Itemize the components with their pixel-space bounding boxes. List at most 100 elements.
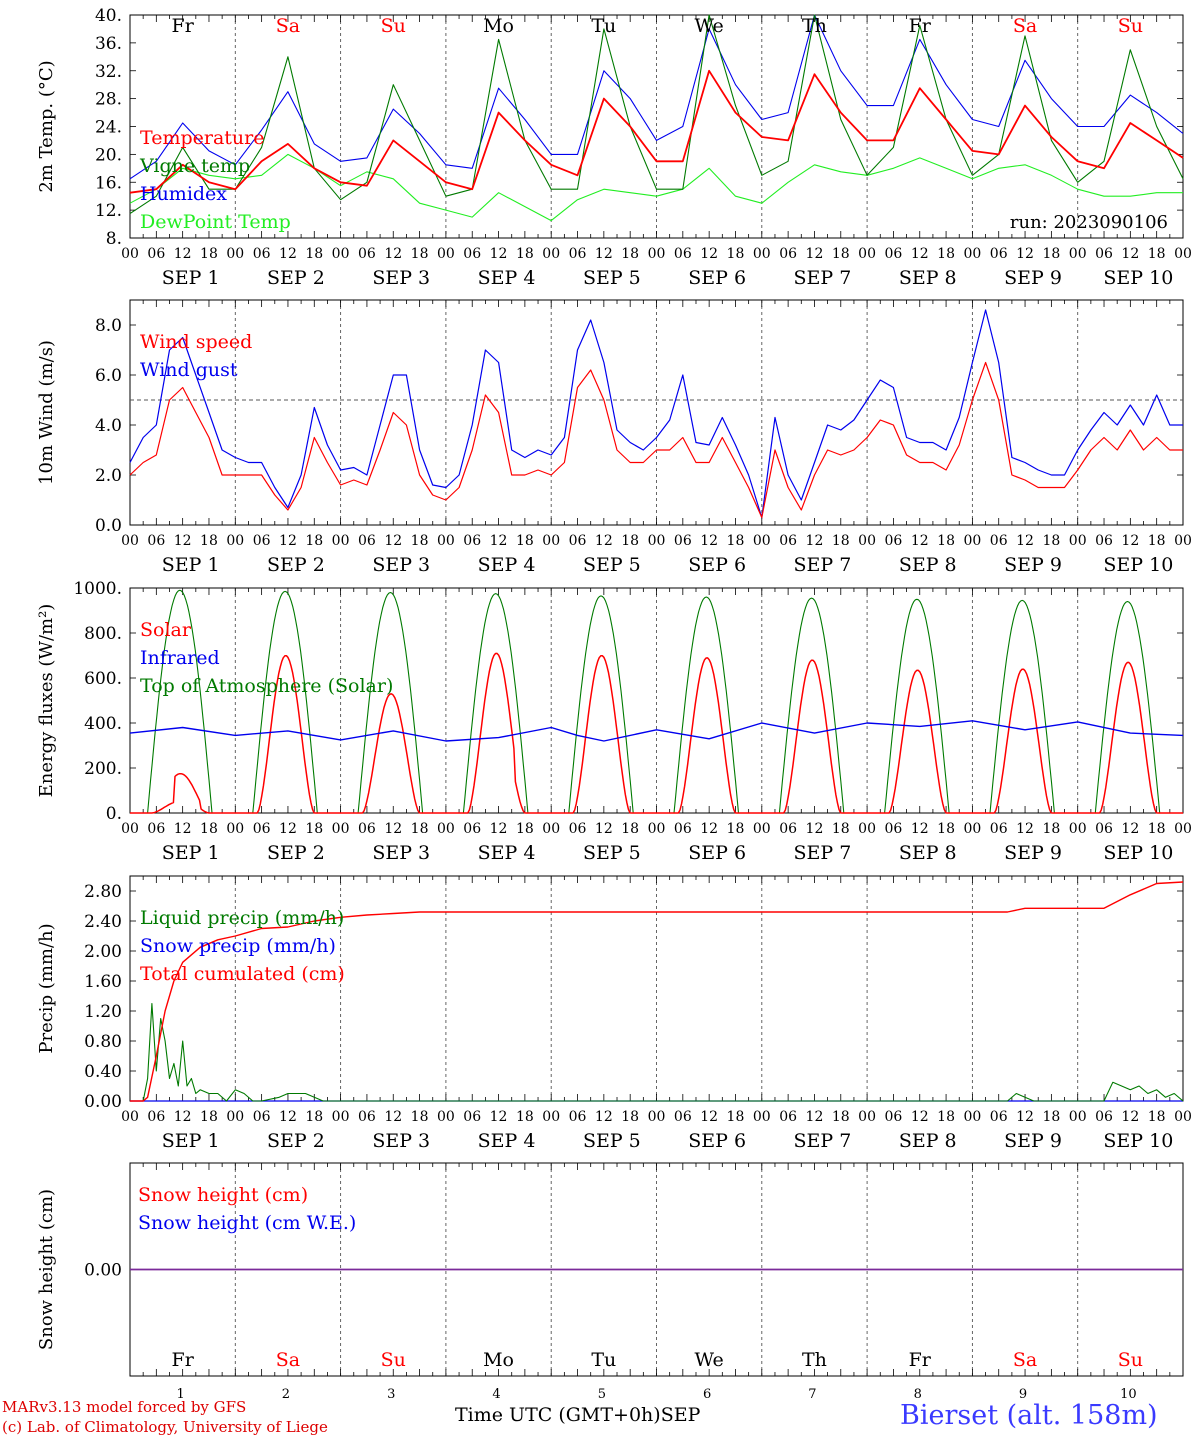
hour-tick-label: 00 [1069,246,1087,262]
series-line [130,1002,1184,1102]
series-line [130,652,1183,814]
hour-tick-label: 06 [253,533,271,549]
date-label: SEP 6 [688,842,746,864]
hour-tick-label: 00 [121,821,139,837]
hour-tick-label: 06 [779,533,797,549]
hour-tick-label: 12 [806,1109,824,1125]
y-tick-label: 6.0 [95,366,122,386]
day-of-week-label: We [695,15,724,37]
y-axis-label: Snow height (cm) [36,1189,57,1350]
date-label: SEP 8 [899,554,957,576]
hour-tick-label: 18 [937,821,955,837]
day-number-label: 1 [177,1387,185,1402]
hour-tick-label: 06 [1095,246,1113,262]
hour-tick-label: 00 [963,246,981,262]
hour-tick-label: 00 [858,246,876,262]
y-tick-label: 0.0 [95,516,122,536]
date-label: SEP 3 [372,554,430,576]
hour-tick-label: 06 [1095,533,1113,549]
hour-tick-label: 18 [516,246,534,262]
day-of-week-label: Sa [276,1349,300,1371]
date-label: SEP 4 [478,267,536,289]
y-tick-label: 2.0 [95,466,122,486]
hour-tick-label: 00 [226,821,244,837]
hour-tick-label: 06 [253,1109,271,1125]
hour-tick-label: 12 [700,533,718,549]
hour-tick-label: 00 [332,821,350,837]
hour-tick-label: 00 [648,1109,666,1125]
hour-tick-label: 00 [753,1109,771,1125]
hour-tick-label: 00 [1174,246,1192,262]
hour-tick-label: 06 [463,533,481,549]
hour-tick-label: 12 [911,821,929,837]
day-of-week-label: Fr [172,1349,195,1371]
hour-tick-label: 00 [1069,533,1087,549]
hour-tick-label: 18 [200,1109,218,1125]
hour-tick-label: 18 [305,1109,323,1125]
hour-tick-label: 12 [384,533,402,549]
y-axis-label: 2m Temp. (°C) [36,60,57,192]
legend-entry: Humidex [140,183,227,205]
date-label: SEP 5 [583,1130,641,1152]
hour-tick-label: 12 [700,246,718,262]
date-label: SEP 8 [899,842,957,864]
hour-tick-label: 06 [779,246,797,262]
hour-tick-label: 06 [358,821,376,837]
day-of-week-label: Sa [276,15,300,37]
date-label: SEP 10 [1103,842,1173,864]
hour-tick-label: 06 [1095,821,1113,837]
hour-tick-label: 06 [569,533,587,549]
y-tick-label: 20. [95,145,122,165]
y-tick-label: 1.60 [84,972,122,992]
hour-tick-label: 12 [174,821,192,837]
hour-tick-label: 06 [674,821,692,837]
day-of-week-label: Su [1118,1349,1143,1371]
hour-tick-label: 00 [963,821,981,837]
date-label: SEP 1 [162,267,220,289]
hour-tick-label: 00 [648,821,666,837]
hour-tick-label: 18 [1148,533,1166,549]
hour-tick-label: 12 [1016,1109,1034,1125]
panel-frame [129,587,1184,814]
hour-tick-label: 12 [1121,821,1139,837]
hour-tick-label: 00 [1174,533,1192,549]
hour-tick-label: 12 [490,533,508,549]
legend-entry: Snow precip (mm/h) [140,935,336,957]
date-label: SEP 7 [794,842,852,864]
hour-tick-label: 06 [463,246,481,262]
hour-tick-label: 18 [621,533,639,549]
hour-tick-label: 06 [147,533,165,549]
y-tick-label: 32. [95,62,122,82]
hour-tick-label: 12 [490,1109,508,1125]
hour-tick-label: 12 [174,246,192,262]
hour-tick-label: 00 [858,1109,876,1125]
day-of-week-label: Mo [483,15,514,37]
day-number-label: 3 [387,1387,395,1402]
hour-tick-label: 06 [885,246,903,262]
hour-tick-label: 18 [727,1109,745,1125]
hour-tick-label: 06 [990,821,1008,837]
hour-tick-label: 12 [595,1109,613,1125]
legend-entry: Wind speed [140,331,252,353]
hour-tick-label: 00 [121,533,139,549]
date-label: SEP 6 [688,554,746,576]
day-number-label: 6 [703,1387,711,1402]
x-axis-title: Time UTC (GMT+0h)SEP [455,1404,700,1426]
day-of-week-label: Su [1118,15,1143,37]
hour-tick-label: 18 [516,1109,534,1125]
legend-entry: Snow height (cm) [138,1184,308,1206]
date-label: SEP 10 [1103,1130,1173,1152]
day-of-week-label: Su [381,1349,406,1371]
hour-tick-label: 18 [937,533,955,549]
hour-tick-label: 12 [279,246,297,262]
series-line [129,720,1184,742]
series-line [129,153,1183,222]
hour-tick-label: 18 [200,246,218,262]
y-tick-label: 1000. [73,579,122,599]
hour-tick-label: 18 [937,1109,955,1125]
hour-tick-label: 12 [1121,246,1139,262]
hour-tick-label: 00 [648,246,666,262]
hour-tick-label: 06 [674,246,692,262]
y-tick-label: 4.0 [95,416,122,436]
